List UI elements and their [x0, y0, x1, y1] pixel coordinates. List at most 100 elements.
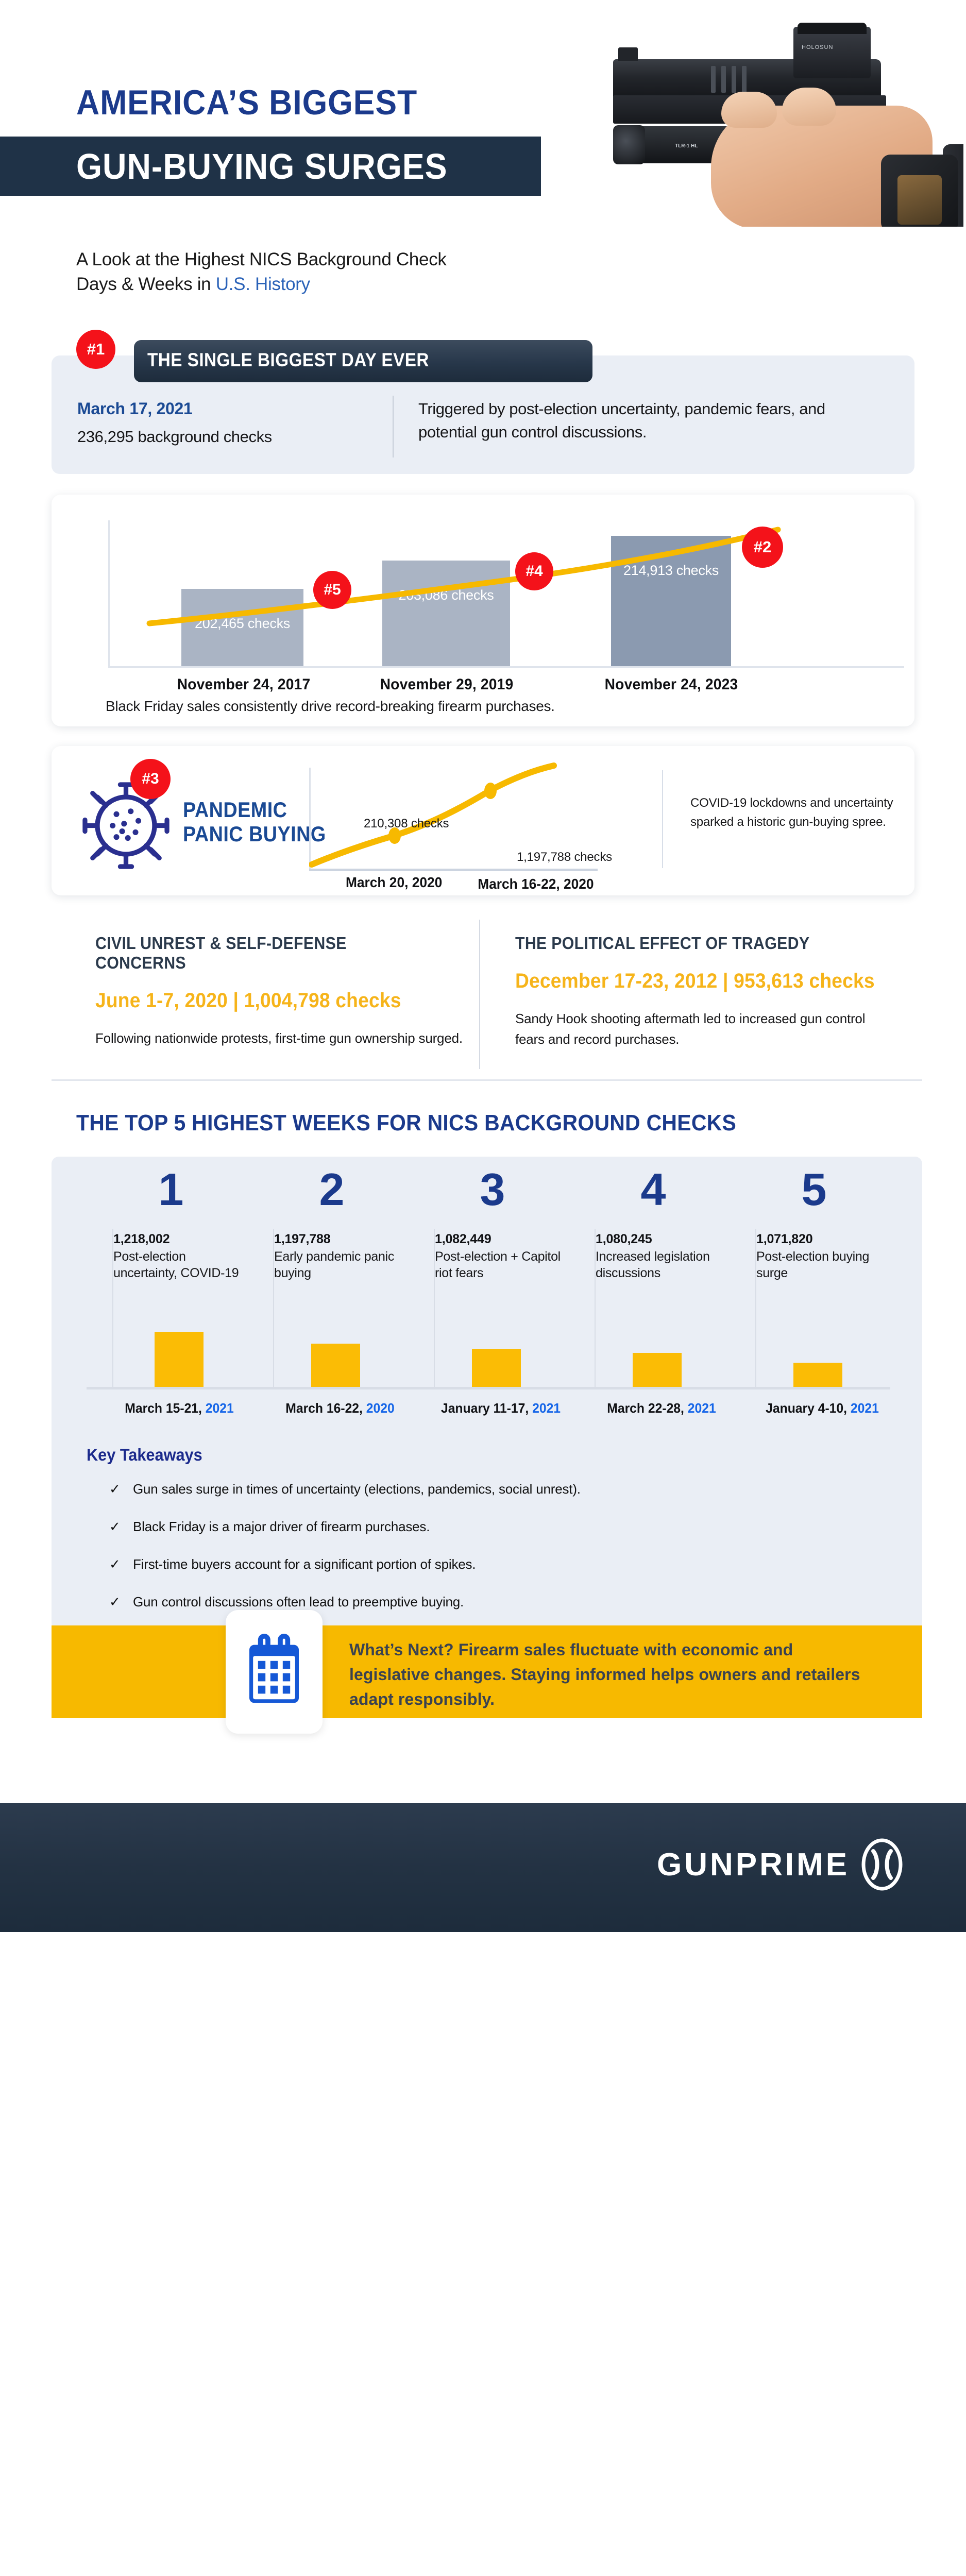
crosshair-circle-icon	[861, 1838, 903, 1891]
section-ribbon	[134, 340, 592, 382]
top5-item-5: 5 1,071,820 Post-election buying surge	[737, 1167, 891, 1281]
top5-item-2: 2 1,197,788 Early pandemic panic buying	[255, 1167, 409, 1281]
pandemic-point1-label: 210,308 checks	[364, 817, 449, 831]
top5-date-main-3: January 11-17,	[440, 1400, 529, 1416]
brand-logo: GUNPRIME	[657, 1837, 904, 1892]
footer	[0, 1803, 966, 1932]
hero-photo-pistol: HOLOSUN TLR-1 HL	[551, 5, 963, 227]
top5-item-4: 4 1,080,245 Increased legislation discus…	[576, 1167, 731, 1281]
page-subtitle: A Look at the Highest NICS Background Ch…	[76, 247, 447, 296]
civil-unrest-stat: June 1-7, 2020 | 1,004,798 checks	[95, 989, 401, 1012]
horizontal-rule	[52, 1079, 922, 1081]
check-icon: ✓	[109, 1594, 121, 1609]
top5-baseline	[87, 1387, 890, 1389]
top5-date-year-5: 2021	[850, 1400, 879, 1416]
subtitle-line1: A Look at the Highest NICS Background Ch…	[76, 249, 447, 269]
top5-desc-3: Post-election + Capitol riot fears	[435, 1249, 561, 1280]
political-effect-heading: THE POLITICAL EFFECT OF TRAGEDY	[515, 934, 810, 953]
red-dot-optic	[793, 27, 871, 78]
bar-2019: 203,086 checks	[382, 561, 510, 666]
column-separator	[434, 1229, 435, 1388]
political-effect-column: THE POLITICAL EFFECT OF TRAGEDY December…	[515, 934, 886, 1050]
takeaway-item-2: Black Friday is a major driver of firear…	[133, 1519, 430, 1534]
page-title-line2: GUN-BUYING SURGES	[76, 146, 448, 187]
chart-y-axis	[108, 520, 110, 667]
top5-number-5: 1,071,820	[756, 1232, 813, 1246]
whats-next-banner	[52, 1625, 922, 1718]
top5-rank-4: 4	[640, 1164, 666, 1215]
top5-date-main-4: March 22-28,	[607, 1400, 684, 1416]
top5-card	[52, 1157, 922, 1631]
top5-date-year-1: 2021	[205, 1400, 234, 1416]
biggest-day-left: March 17, 2021 236,295 background checks	[77, 399, 272, 446]
pandemic-title-line1: PANDEMIC	[183, 798, 287, 822]
subtitle-line2: Days & Weeks in	[76, 274, 216, 294]
finger	[782, 88, 836, 126]
bar-label-2017: 202,465 checks	[195, 616, 290, 631]
pandemic-y-axis	[309, 768, 311, 870]
black-friday-note: Black Friday sales consistently drive re…	[106, 698, 555, 714]
takeaways-title: Key Takeaways	[87, 1445, 202, 1464]
weapon-light-lens	[613, 125, 645, 164]
top5-rank-3: 3	[480, 1164, 505, 1215]
bar-label-2019: 203,086 checks	[398, 587, 494, 603]
top5-date-year-4: 2021	[687, 1400, 716, 1416]
header: HOLOSUN TLR-1 HL AMERICA’S BIGGEST GUN-B…	[0, 0, 966, 242]
whats-next-text: What’s Next? Firearm sales fluctuate wit…	[349, 1640, 860, 1708]
vertical-divider	[393, 396, 394, 457]
top5-date-main-5: January 4-10,	[766, 1400, 848, 1416]
logo-text: GUNPRIME	[657, 1846, 850, 1883]
top5-desc-4: Increased legislation discussions	[596, 1249, 710, 1280]
pandemic-title-line2: PANIC BUYING	[183, 822, 326, 846]
civil-unrest-heading: CIVIL UNREST & SELF-DEFENSE CONCERNS	[95, 934, 347, 972]
bar-date-2023: November 24, 2023	[604, 676, 738, 693]
rank-badge-3: #3	[130, 759, 171, 799]
chart-x-axis	[108, 666, 904, 668]
takeaway-item-4: Gun control discussions often lead to pr…	[133, 1594, 464, 1609]
top5-desc-1: Post-election uncertainty, COVID-19	[113, 1249, 239, 1280]
ar-15-rifle-illustration	[0, 1718, 618, 1924]
top5-bar-3	[472, 1349, 521, 1387]
rank-badge-1: #1	[76, 330, 115, 369]
biggest-day-description: Triggered by post-election uncertainty, …	[418, 400, 825, 441]
takeaway-item-1: Gun sales surge in times of uncertainty …	[133, 1481, 581, 1497]
top5-date-4: March 22-28, 2021	[588, 1400, 735, 1416]
pandemic-x-axis	[309, 869, 598, 871]
rank-badge-4: #4	[515, 552, 553, 590]
page-title-line1: AMERICA’S BIGGEST	[76, 83, 418, 122]
coronavirus-icon	[78, 778, 174, 873]
top5-bar-5	[793, 1363, 842, 1387]
bar-2023: 214,913 checks	[611, 536, 731, 666]
top5-date-year-2: 2020	[366, 1400, 395, 1416]
vertical-divider	[662, 770, 663, 868]
subtitle-highlight: U.S. History	[215, 274, 310, 294]
wrist-watch-face	[897, 175, 942, 225]
column-separator	[755, 1229, 756, 1388]
pandemic-point2-label: 1,197,788 checks	[517, 850, 612, 864]
top5-number-3: 1,082,449	[435, 1232, 492, 1246]
column-separator	[595, 1229, 596, 1388]
top5-number-2: 1,197,788	[274, 1232, 331, 1246]
optic-hood	[798, 23, 867, 34]
rank-badge-5: #5	[313, 571, 351, 609]
title-band	[0, 137, 541, 196]
top5-desc-5: Post-election buying surge	[756, 1249, 870, 1280]
check-icon: ✓	[109, 1481, 121, 1497]
biggest-day-checks: 236,295 background checks	[77, 428, 272, 446]
top5-number-1: 1,218,002	[113, 1232, 170, 1246]
top5-date-year-3: 2021	[532, 1400, 561, 1416]
pandemic-title: PANDEMIC PANIC BUYING	[183, 798, 326, 846]
column-separator	[273, 1229, 274, 1388]
top5-date-main-1: March 15-21,	[125, 1400, 202, 1416]
check-icon: ✓	[109, 1556, 121, 1572]
biggest-day-date: March 17, 2021	[77, 399, 193, 418]
slide-serration	[742, 66, 747, 93]
civil-unrest-column: CIVIL UNREST & SELF-DEFENSE CONCERNS Jun…	[95, 934, 466, 1048]
finger	[721, 92, 777, 128]
slide-serration	[732, 66, 736, 93]
pandemic-point2-date: March 16-22, 2020	[478, 876, 594, 892]
bar-date-2019: November 29, 2019	[380, 676, 514, 693]
top5-number-4: 1,080,245	[596, 1232, 652, 1246]
top5-bar-1	[155, 1332, 204, 1387]
top5-date-2: March 16-22, 2020	[267, 1400, 414, 1416]
